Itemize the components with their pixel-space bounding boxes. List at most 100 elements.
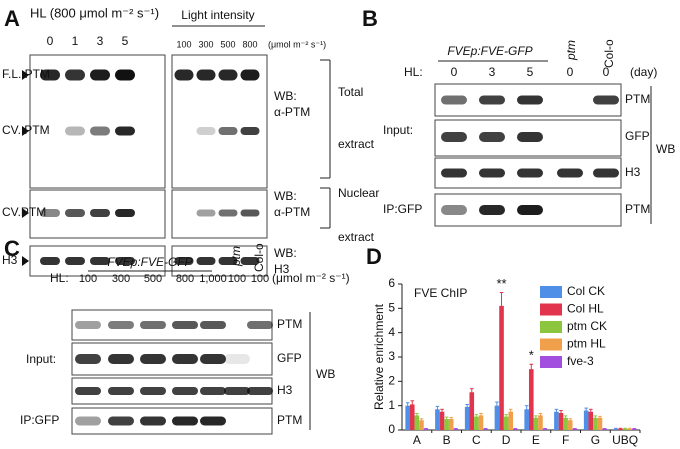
- blot-band: [108, 354, 134, 364]
- wb-label: H3: [274, 262, 290, 276]
- panel-letter: B: [362, 6, 378, 31]
- blot-band: [115, 209, 135, 217]
- bar: [469, 392, 475, 430]
- blot-band: [40, 209, 60, 217]
- hl: HL:: [404, 65, 423, 79]
- blot-band: [517, 205, 543, 215]
- bar: [558, 412, 564, 430]
- bar: [593, 417, 598, 430]
- lane-label: 0: [451, 65, 458, 79]
- blot-band: [172, 354, 198, 364]
- blot-band: [200, 387, 226, 395]
- legend-swatch: [540, 303, 562, 316]
- panel-letter: C: [4, 236, 20, 261]
- blot-band: [40, 257, 60, 265]
- bar: [453, 428, 459, 430]
- blot-band: [65, 126, 85, 136]
- x-tick-label: A: [413, 433, 421, 447]
- bar: [588, 411, 594, 430]
- bar: [464, 406, 470, 430]
- lane-label: 300: [198, 39, 213, 49]
- blot-band: [40, 69, 60, 81]
- blot-band: [517, 168, 543, 178]
- bar: [572, 428, 578, 430]
- blot-band: [247, 387, 273, 395]
- blot-band: [218, 209, 238, 217]
- x-tick-label: UBQ: [612, 433, 638, 447]
- y-tick-label: 0: [388, 422, 395, 436]
- blot-label: PTM: [625, 202, 650, 216]
- lane-label: 500: [144, 273, 162, 285]
- y-axis-label: Relative enrichment: [372, 303, 386, 410]
- arrowhead: [22, 70, 29, 80]
- bar: [474, 416, 479, 430]
- blot-band: [218, 257, 238, 265]
- panel-letter: A: [4, 6, 20, 31]
- lane-label: 5: [527, 65, 534, 79]
- panel-letter: D: [366, 244, 382, 269]
- blot-band: [593, 168, 619, 178]
- y-tick-label: 6: [388, 276, 395, 290]
- label: IP:GFP: [20, 413, 59, 427]
- construct: FVEp:FVE-GFP: [447, 44, 532, 58]
- blot-band: [479, 95, 505, 105]
- unit: (μmol m⁻² s⁻¹): [268, 39, 326, 49]
- blot-band: [200, 321, 226, 329]
- fraction: extract: [338, 230, 375, 244]
- blot-band: [224, 354, 250, 364]
- lane-label: 1: [72, 34, 79, 48]
- blot-label: H3: [277, 383, 293, 397]
- legend-label: ptm CK: [567, 319, 607, 333]
- blot-band: [172, 416, 198, 426]
- fraction: Total: [338, 85, 363, 99]
- blot-band: [479, 132, 505, 142]
- blot-band: [65, 69, 85, 81]
- lane-label: 0: [47, 34, 54, 48]
- strain: Col-o: [602, 39, 616, 68]
- bar: [419, 420, 424, 430]
- blot-band: [90, 257, 110, 265]
- blot-band: [479, 205, 505, 215]
- blot-band: [196, 69, 216, 81]
- arrowhead: [22, 256, 29, 266]
- lane-label: 800: [176, 273, 194, 285]
- blot-band: [557, 168, 583, 178]
- legend-label: fve-3: [567, 354, 594, 368]
- lane-label: 0: [603, 65, 610, 79]
- label: Input:: [26, 352, 56, 366]
- bar: [414, 415, 420, 430]
- bar: [508, 411, 514, 430]
- blot-band: [108, 416, 134, 426]
- annotation: **: [496, 276, 506, 291]
- bar: [448, 419, 454, 430]
- blot-band: [517, 95, 543, 105]
- lane-label: 800: [242, 39, 257, 49]
- legend-label: Col CK: [567, 284, 605, 298]
- legend-label: Col HL: [567, 302, 604, 316]
- bar: [444, 419, 449, 430]
- row-label: H3: [2, 253, 18, 267]
- wb-label: α-PTM: [274, 105, 310, 119]
- arrowhead: [22, 208, 29, 218]
- lane-label: 100: [228, 273, 246, 285]
- lane-label: 5: [122, 34, 129, 48]
- blot-band: [479, 168, 505, 178]
- blot-band: [247, 321, 273, 329]
- blot-label: GFP: [277, 351, 302, 365]
- blot-band: [140, 321, 166, 329]
- blot-band: [218, 127, 238, 135]
- lane-label: 100: [79, 273, 97, 285]
- x-tick-label: G: [591, 433, 600, 447]
- x-tick-label: D: [502, 433, 511, 447]
- lane-label: 500: [220, 39, 235, 49]
- blot-band: [196, 127, 216, 135]
- legend-swatch: [540, 321, 562, 333]
- blot-band: [240, 257, 260, 265]
- blot-band: [200, 354, 226, 364]
- blot-band: [75, 321, 101, 329]
- header: HL (800 μmol m⁻² s⁻¹): [30, 5, 159, 20]
- construct: FVEp:FVE-GFP: [107, 255, 192, 269]
- lane-label: 100: [176, 39, 191, 49]
- blot-label: GFP: [625, 129, 650, 143]
